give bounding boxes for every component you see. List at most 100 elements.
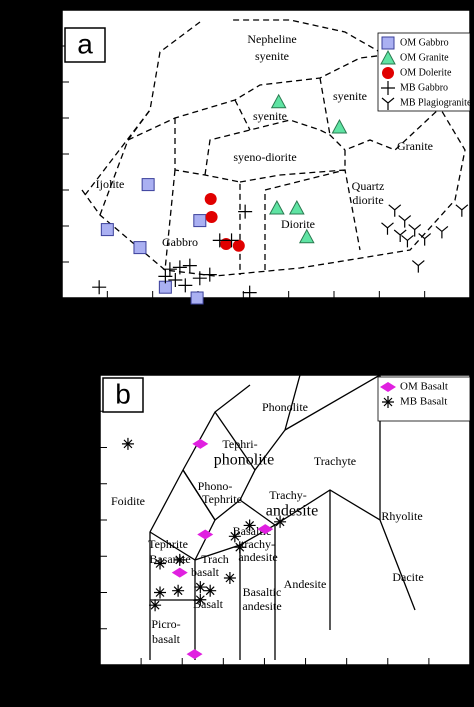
- point: [388, 204, 402, 217]
- field-label: Tephri-: [222, 437, 257, 451]
- field-label: Nepheline: [247, 32, 296, 46]
- field-boundary: [239, 499, 276, 526]
- field-label: Trachyte: [314, 454, 356, 468]
- x-tick-label: 70: [374, 304, 386, 316]
- y-tick-label: 0: [51, 292, 57, 304]
- point: [92, 280, 107, 295]
- field-label: Foidite: [111, 494, 145, 508]
- field-label: phonolite: [214, 452, 274, 469]
- x-tick-label: 50: [218, 671, 230, 683]
- field-label: andesite: [266, 503, 318, 520]
- field-label: syenite: [255, 49, 289, 63]
- point: [269, 199, 285, 215]
- x-tick-label: 55: [238, 304, 250, 316]
- point: [197, 529, 214, 540]
- field-boundary: [284, 374, 381, 431]
- field-label: Phono-: [198, 479, 233, 493]
- y-tick-label: 6: [89, 550, 95, 562]
- point: [288, 199, 305, 215]
- panel: 0 2 4 6 8 10 12 14 16 35 40 45 50 55 60 65 70 75 80 Nepheli…: [45, 4, 474, 316]
- x-tick-label: 75: [419, 304, 431, 316]
- field-boundary: [204, 119, 346, 176]
- x-tick-label: 45: [177, 671, 189, 683]
- point: [168, 273, 183, 287]
- point: [172, 584, 185, 597]
- field-label: basalt: [152, 632, 181, 646]
- y-tick-label: 2: [51, 256, 57, 268]
- y-tick-label: 16: [45, 4, 57, 16]
- point: [133, 241, 147, 255]
- field-label: andesite: [242, 599, 281, 613]
- point: [194, 593, 207, 606]
- field-label: syeno-diorite: [233, 150, 296, 164]
- panel-letter: b: [115, 378, 131, 409]
- point: [381, 222, 394, 235]
- legend-label: OM Gabbro: [400, 37, 449, 48]
- field-label: Gabbro: [162, 235, 198, 249]
- legend-marker: [382, 67, 394, 79]
- field-label: Granite: [397, 139, 433, 153]
- point: [121, 437, 134, 450]
- y-tick-label: 4: [51, 220, 57, 232]
- point: [173, 553, 186, 566]
- point: [393, 229, 407, 242]
- field-label: trachy-: [241, 537, 275, 551]
- x-tick-label: 80: [465, 671, 474, 683]
- x-tick-label: 65: [329, 304, 341, 316]
- field-label: Rhyolite: [381, 509, 422, 523]
- point: [257, 524, 274, 535]
- point: [158, 269, 173, 284]
- field-boundary: [234, 99, 251, 131]
- x-tick-label: 35: [57, 304, 69, 316]
- x-tick-label: 55: [259, 671, 271, 683]
- field-label: Andesite: [284, 577, 327, 591]
- x-tick-label: 60: [283, 304, 295, 316]
- legend-label: MB Basalt: [400, 396, 447, 408]
- field-boundary: [84, 21, 201, 196]
- legend-marker: [381, 36, 395, 50]
- field-boundary: [164, 169, 176, 271]
- point: [172, 260, 187, 275]
- point: [270, 93, 287, 109]
- point: [223, 572, 236, 584]
- point: [178, 278, 193, 293]
- legend-marker: [381, 81, 395, 95]
- field-label: Tephrite: [202, 492, 242, 506]
- field-label: Trach: [201, 552, 229, 566]
- y-tick-label: 14: [45, 40, 57, 52]
- y-tick-label: 10: [45, 112, 57, 124]
- point: [100, 223, 114, 237]
- panel-letter: a: [77, 28, 93, 59]
- field-label: Picro-: [151, 617, 180, 631]
- point: [141, 178, 155, 192]
- field-label: syenite: [253, 109, 287, 123]
- x-tick-label: 70: [382, 671, 394, 683]
- point: [205, 211, 218, 223]
- plot-area: [99, 374, 471, 666]
- field-boundary: [239, 107, 441, 183]
- legend-marker: [380, 382, 396, 392]
- point: [192, 271, 207, 286]
- panel-letter-box: [102, 377, 144, 413]
- point: [224, 233, 239, 248]
- field-label: Dacite: [392, 570, 423, 584]
- point: [194, 581, 207, 594]
- field-label: andesite: [238, 550, 277, 564]
- x-tick-label: 50: [193, 304, 205, 316]
- point: [242, 285, 257, 300]
- field-boundary: [264, 169, 361, 270]
- field-label: Diorite: [281, 217, 315, 231]
- field-label: Basalt: [193, 597, 224, 611]
- y-tick-label: 8: [51, 148, 57, 160]
- y-tick-label: 16: [83, 369, 95, 381]
- field-label: syenite: [333, 89, 367, 103]
- y-tick-label: 14: [83, 405, 95, 417]
- y-tick-label: 4: [89, 586, 95, 598]
- panel: 0 2 4 6 8 10 12 14 16 35 40 45 50 55 60 65 70 75 80 Phonoli…: [83, 369, 474, 683]
- legend-label: OM Dolerite: [400, 67, 452, 78]
- point: [228, 530, 241, 543]
- point: [202, 267, 217, 282]
- point: [154, 586, 167, 599]
- legend-marker: [380, 49, 396, 65]
